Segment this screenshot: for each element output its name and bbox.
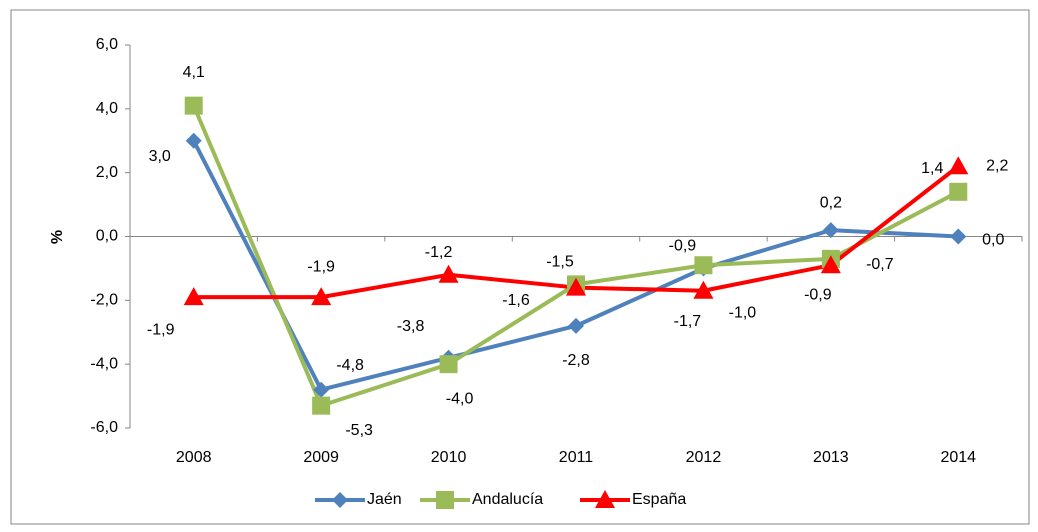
chart-frame [10, 9, 1030, 525]
y-tick-label: -6,0 [90, 419, 118, 436]
point-marker [950, 228, 967, 245]
x-tick-label: 2012 [686, 449, 722, 466]
point-marker [568, 317, 584, 334]
point-marker [311, 287, 332, 306]
data-label: -4,0 [446, 390, 474, 407]
point-marker [183, 287, 204, 306]
legend-label: Jaén [367, 491, 402, 508]
y-tick-label: 6,0 [96, 36, 118, 53]
data-label: 2,2 [986, 158, 1008, 175]
data-label: -1,0 [729, 305, 757, 322]
data-label: -1,6 [502, 292, 530, 309]
point-marker [439, 355, 458, 374]
data-label: -4,8 [336, 357, 364, 374]
point-marker [185, 132, 202, 149]
point-marker [184, 96, 203, 115]
y-tick-label: 2,0 [96, 164, 118, 181]
x-tick-label: 2009 [303, 449, 339, 466]
y-tick-label: 0,0 [96, 228, 118, 245]
data-label: -1,7 [674, 313, 702, 330]
point-marker [313, 381, 330, 398]
data-label: 1,4 [921, 160, 943, 177]
legend-label: Andalucía [472, 491, 543, 508]
data-label: -5,3 [345, 422, 373, 439]
point-marker [948, 156, 969, 175]
x-tick-label: 2008 [176, 449, 212, 466]
data-label: -1,5 [546, 254, 574, 271]
point-marker [693, 280, 714, 299]
legend-marker [436, 491, 454, 509]
x-tick-label: 2011 [559, 449, 594, 466]
data-label: 0,2 [820, 194, 842, 211]
point-marker [822, 222, 839, 239]
point-marker [312, 396, 331, 415]
data-label: -1,9 [147, 321, 175, 338]
data-label: -0,7 [866, 256, 894, 273]
data-label: -0,9 [804, 286, 832, 303]
y-tick-label: -4,0 [90, 355, 118, 372]
data-label: -3,8 [397, 318, 425, 335]
data-label: -1,2 [425, 244, 453, 261]
data-label: -2,8 [562, 352, 590, 369]
point-marker [949, 182, 968, 201]
data-label: 3,0 [149, 148, 171, 165]
y-axis-label: % [49, 230, 66, 244]
x-tick-label: 2010 [431, 449, 467, 466]
data-label: -1,9 [307, 258, 335, 275]
legend-marker [595, 490, 615, 508]
y-tick-label: -2,0 [90, 292, 118, 309]
x-tick-label: 2013 [813, 449, 849, 466]
point-marker [566, 277, 586, 296]
data-label: 0,0 [982, 232, 1004, 249]
y-tick-label: 4,0 [96, 100, 118, 117]
data-label: -0,9 [669, 237, 697, 254]
x-tick-label: 2014 [940, 449, 976, 466]
point-marker [694, 256, 713, 275]
point-marker [820, 255, 841, 274]
legend-marker [332, 492, 348, 508]
legend-label: España [632, 491, 686, 508]
point-marker [438, 264, 459, 283]
data-label: 4,1 [183, 64, 205, 81]
